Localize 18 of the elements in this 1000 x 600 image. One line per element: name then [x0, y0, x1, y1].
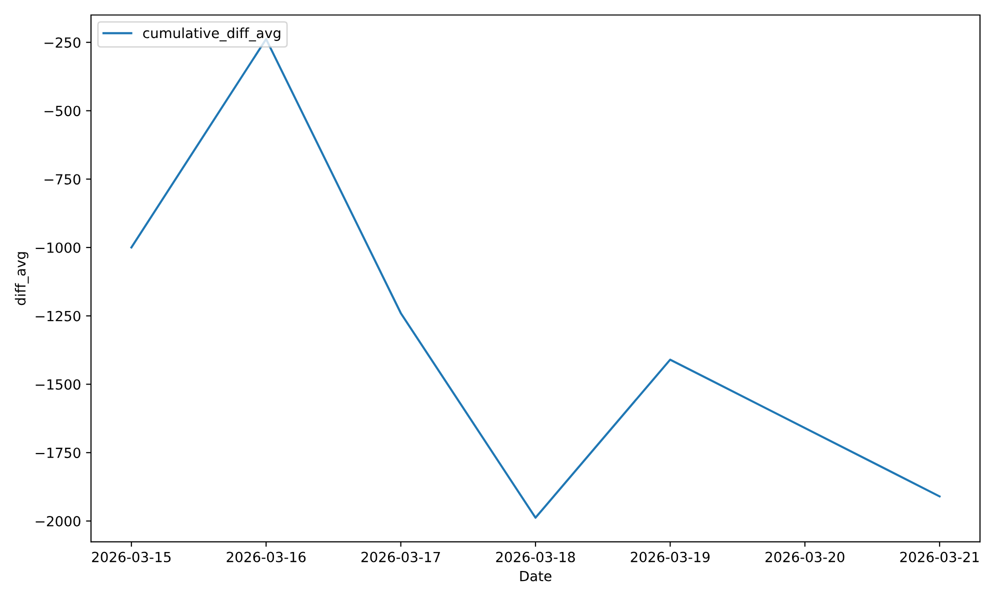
x-tick-label: 2026-03-17 [361, 552, 440, 562]
x-tick-label: 2026-03-19 [630, 552, 710, 562]
x-tick-label: 2026-03-16 [226, 552, 306, 562]
y-tick-label: −500 [44, 106, 80, 116]
y-tick-label: −250 [44, 37, 80, 48]
legend-label: cumulative_diff_avg [143, 28, 280, 42]
y-axis-title: diff_avg [14, 252, 29, 306]
x-tick-label: 2026-03-18 [496, 552, 575, 562]
y-tick-label: −1250 [36, 310, 80, 322]
y-tick-label: −1500 [36, 379, 80, 390]
y-tick-label: −1000 [36, 242, 80, 253]
x-tick-label: 2026-03-20 [766, 552, 844, 562]
x-tick-label: 2026-03-15 [92, 552, 171, 562]
y-tick-label: −750 [44, 174, 80, 185]
x-tick-label: 2026-03-21 [900, 552, 979, 562]
y-tick-label: −2000 [36, 516, 80, 526]
x-axis-title: Date [520, 570, 552, 582]
y-tick-label: −1750 [36, 448, 80, 458]
